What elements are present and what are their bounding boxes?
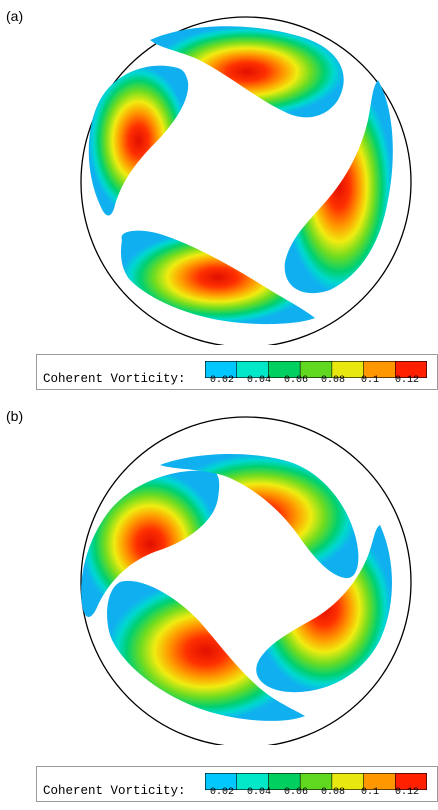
legend-title-a: Coherent Vorticity: xyxy=(43,372,186,386)
colorbar-segment xyxy=(300,773,333,790)
legend-tick: 0.06 xyxy=(283,787,309,798)
legend-b: Coherent Vorticity: 0.02 0.04 0.06 0.08 … xyxy=(36,766,438,802)
pipe-wall-b xyxy=(80,416,412,745)
colorbar-segment xyxy=(268,773,301,790)
colorbar-a xyxy=(205,361,427,378)
colorbar-segment xyxy=(300,361,333,378)
colorbar-segment xyxy=(395,361,427,378)
legend-tick: 0.02 xyxy=(209,375,235,386)
vorticity-field-b xyxy=(80,416,412,745)
vortex-top-a xyxy=(150,26,344,118)
vortex-right-b xyxy=(256,525,392,693)
legend-tick: 0.12 xyxy=(394,787,420,798)
colorbar-segment xyxy=(363,361,396,378)
vortex-left-a xyxy=(88,65,189,216)
legend-tick: 0.12 xyxy=(394,375,420,386)
colorbar-segment xyxy=(205,361,238,378)
legend-tick: 0.08 xyxy=(320,787,346,798)
panel-a-label: (a) xyxy=(6,8,24,24)
colorbar-segment xyxy=(205,773,238,790)
legend-tick: 0.08 xyxy=(320,375,346,386)
legend-tick: 0.04 xyxy=(246,787,272,798)
vortex-bottom-a xyxy=(120,230,315,325)
pipe-wall-a xyxy=(80,16,412,345)
panel-b-label: (b) xyxy=(6,408,24,424)
vortex-upper-left-b xyxy=(81,470,220,618)
legend-a: Coherent Vorticity: 0.02 0.04 0.06 0.08 … xyxy=(36,354,438,390)
legend-tick: 0.06 xyxy=(283,375,309,386)
colorbar-b xyxy=(205,773,427,790)
legend-tick: 0.1 xyxy=(360,787,380,798)
colorbar-segment xyxy=(236,773,269,790)
legend-tick: 0.04 xyxy=(246,375,272,386)
vortex-right-a xyxy=(284,80,393,294)
vorticity-field-a xyxy=(80,16,412,345)
legend-title-b: Coherent Vorticity: xyxy=(43,784,186,798)
colorbar-segment xyxy=(331,773,365,790)
colorbar-segment xyxy=(395,773,427,790)
vortex-lower-left-b xyxy=(107,580,305,721)
colorbar-segment xyxy=(236,361,269,378)
vortex-upper-right-b xyxy=(160,454,359,579)
legend-tick: 0.1 xyxy=(360,375,380,386)
legend-tick: 0.02 xyxy=(209,787,235,798)
colorbar-segment xyxy=(363,773,396,790)
colorbar-segment xyxy=(268,361,301,378)
colorbar-segment xyxy=(331,361,365,378)
